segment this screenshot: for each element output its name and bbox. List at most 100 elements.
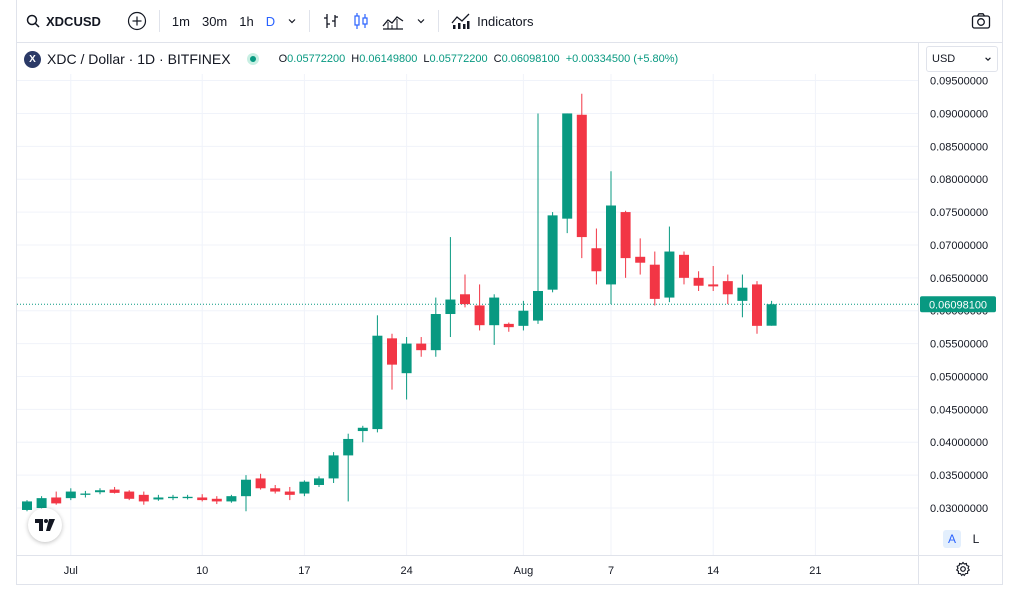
bar-style-button[interactable] [316, 0, 346, 42]
candle-body[interactable] [766, 304, 777, 326]
candle-body[interactable] [153, 497, 164, 500]
chart-legend: X XDC / Dollar · 1D · BITFINEX O0.057722… [24, 48, 678, 70]
tradingview-logo-icon [35, 519, 55, 531]
interval-d[interactable]: D [265, 13, 276, 29]
settings-gear-icon[interactable] [955, 561, 971, 577]
market-status-dot[interactable] [246, 53, 259, 65]
chart-frame [16, 0, 1003, 585]
open-label: O [278, 53, 288, 65]
candle-body[interactable] [547, 215, 558, 290]
candle-body[interactable] [460, 294, 470, 305]
candle-body[interactable] [51, 497, 62, 504]
price-axis-label: 0.05500000 [930, 339, 988, 351]
candle-body[interactable] [124, 491, 135, 499]
candle-body[interactable] [299, 481, 310, 494]
candle-body[interactable] [22, 501, 32, 510]
interval-1m[interactable]: 1m [171, 13, 190, 29]
candle-body[interactable] [270, 488, 281, 492]
chevron-down-icon [417, 19, 425, 24]
price-axis-label: 0.09000000 [930, 108, 988, 120]
candle-body[interactable] [401, 343, 412, 374]
candle-body[interactable] [416, 343, 427, 351]
low-value: 0.05772200 [429, 53, 488, 65]
tradingview-logo[interactable] [28, 508, 62, 542]
symbol-search[interactable]: XDCUSD [16, 0, 107, 42]
candle-body[interactable] [197, 497, 208, 501]
candle-body[interactable] [182, 496, 193, 499]
last-price-badge [920, 296, 996, 313]
candle-body[interactable] [430, 314, 441, 351]
candle-body[interactable] [387, 338, 397, 365]
candle-body[interactable] [664, 251, 675, 298]
candle-body[interactable] [357, 427, 368, 432]
candle-body[interactable] [241, 479, 251, 497]
high-label: H [351, 53, 360, 65]
candle-body[interactable] [328, 455, 339, 479]
price-axis-label: 0.08500000 [930, 141, 988, 153]
price-axis-label: 0.05000000 [930, 371, 988, 383]
interval-1h[interactable]: 1h [239, 13, 254, 29]
candle-body[interactable] [708, 284, 719, 287]
separator [158, 10, 160, 32]
candle-body[interactable] [138, 494, 149, 502]
candle-body[interactable] [474, 305, 485, 326]
search-icon [26, 14, 40, 28]
candle-body[interactable] [211, 498, 222, 502]
candle-body[interactable] [737, 287, 748, 301]
log-scale-button[interactable]: L [972, 532, 980, 546]
candle-body[interactable] [95, 490, 105, 493]
chart-style-dropdown[interactable] [410, 0, 432, 42]
candle-body[interactable] [518, 310, 529, 326]
close-label: C [493, 53, 502, 65]
time-axis-label: 7 [608, 565, 614, 577]
price-axis-label: 0.04500000 [930, 404, 988, 416]
low-label: L [423, 53, 430, 65]
candle-body[interactable] [722, 281, 733, 295]
candles-icon [354, 13, 368, 29]
candle-body[interactable] [752, 284, 762, 326]
candle-body[interactable] [620, 212, 631, 259]
price-axis-label: 0.03000000 [930, 503, 988, 515]
compare-symbol-button[interactable] [121, 0, 153, 42]
snapshot-button[interactable] [965, 0, 1003, 42]
candle-body[interactable] [445, 299, 456, 315]
time-axis-label: Aug [514, 565, 534, 577]
candle-body[interactable] [562, 113, 573, 219]
candle-body[interactable] [693, 277, 704, 286]
candle-body[interactable] [372, 335, 383, 430]
series-title[interactable]: XDC / Dollar · 1D · BITFINEX [47, 51, 231, 67]
candle-body[interactable] [343, 438, 354, 456]
candle-body[interactable] [226, 496, 237, 502]
high-value: 0.06149800 [359, 53, 418, 65]
currency-select[interactable]: USD [926, 46, 998, 72]
interval-30m[interactable]: 30m [201, 13, 228, 29]
candle-body[interactable] [80, 493, 91, 495]
candle-body[interactable] [576, 114, 587, 238]
candle-body[interactable] [284, 491, 295, 495]
candle-body[interactable] [503, 323, 514, 328]
time-axis-label: 17 [298, 565, 310, 577]
area-style-button[interactable] [376, 0, 410, 42]
price-axis-label: 0.06500000 [930, 273, 988, 285]
candle-body[interactable] [679, 254, 689, 278]
auto-scale-button[interactable]: A [943, 530, 961, 548]
candle-body[interactable] [314, 478, 324, 485]
candle-body[interactable] [533, 290, 543, 321]
candle-body[interactable] [255, 478, 266, 489]
candle-body[interactable] [606, 205, 616, 285]
candle-body[interactable] [168, 496, 178, 499]
interval-dropdown[interactable] [281, 0, 303, 42]
last-price-label: 0.06098100 [929, 299, 987, 311]
candle-body[interactable] [591, 248, 602, 272]
candle-body[interactable] [65, 491, 76, 499]
candle-body[interactable] [36, 498, 47, 508]
candle-body[interactable] [489, 297, 500, 326]
candle-body[interactable] [649, 264, 660, 299]
candle-body[interactable] [109, 489, 120, 493]
indicators-button[interactable]: Indicators [445, 0, 539, 42]
separator [438, 10, 440, 32]
candles-style-button[interactable] [346, 0, 376, 42]
candle-body[interactable] [635, 256, 646, 263]
price-axis-label: 0.09500000 [930, 76, 988, 88]
